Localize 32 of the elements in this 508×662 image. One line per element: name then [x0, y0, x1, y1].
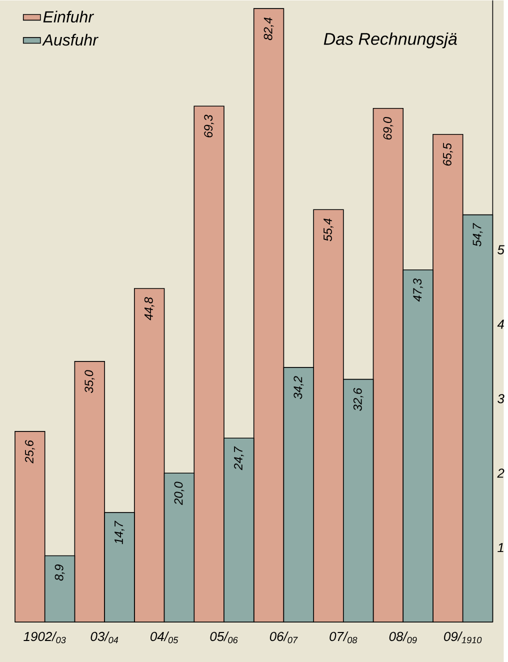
- data-label: 55,4: [324, 218, 334, 242]
- text: Das Rechnungsjä: [324, 32, 457, 48]
- legend-label: Einfuhr: [43, 10, 94, 23]
- x-tick-label: 08/$_{09}$: [389, 632, 417, 644]
- data-label: 44,8: [144, 297, 154, 320]
- legend-label: Ausfuhr: [42, 34, 99, 46]
- x-tick-label: 05/$_{06}$: [210, 632, 238, 644]
- data-label: 47,3: [413, 278, 424, 302]
- annotation: 3: [498, 394, 504, 404]
- annotation: 5: [498, 245, 505, 254]
- data-label: 69,0: [383, 116, 394, 140]
- data-label: 14,7: [114, 520, 124, 544]
- x-tick-label: 03/$_{04}$: [90, 632, 118, 644]
- data-label: 69,3: [204, 114, 214, 138]
- data-label: 54,7: [472, 222, 483, 246]
- x-tick-label: 1902/$_{03}$: [24, 632, 66, 644]
- data-label: 25,6: [25, 440, 35, 464]
- x-tick-label: 07/$_{08}$: [330, 632, 358, 644]
- x-tick-label: 09/$_{1910}$: [444, 632, 482, 644]
- data-label: 20,0: [174, 482, 184, 506]
- data-label: 24,7: [234, 446, 244, 470]
- data-label: 35,0: [84, 370, 95, 394]
- data-label: 32,6: [354, 388, 364, 411]
- data-label: 82,4: [264, 18, 274, 40]
- data-label: 8,9: [54, 564, 65, 581]
- x-tick-label: 04/$_{05}$: [150, 632, 178, 644]
- data-label: 34,2: [294, 376, 304, 400]
- data-label: 65,5: [443, 142, 453, 166]
- annotation: 1: [498, 543, 504, 552]
- x-tick-label: 06/$_{07}$: [270, 632, 298, 644]
- annotation: 4: [497, 320, 504, 329]
- annotation: 2: [497, 468, 504, 478]
